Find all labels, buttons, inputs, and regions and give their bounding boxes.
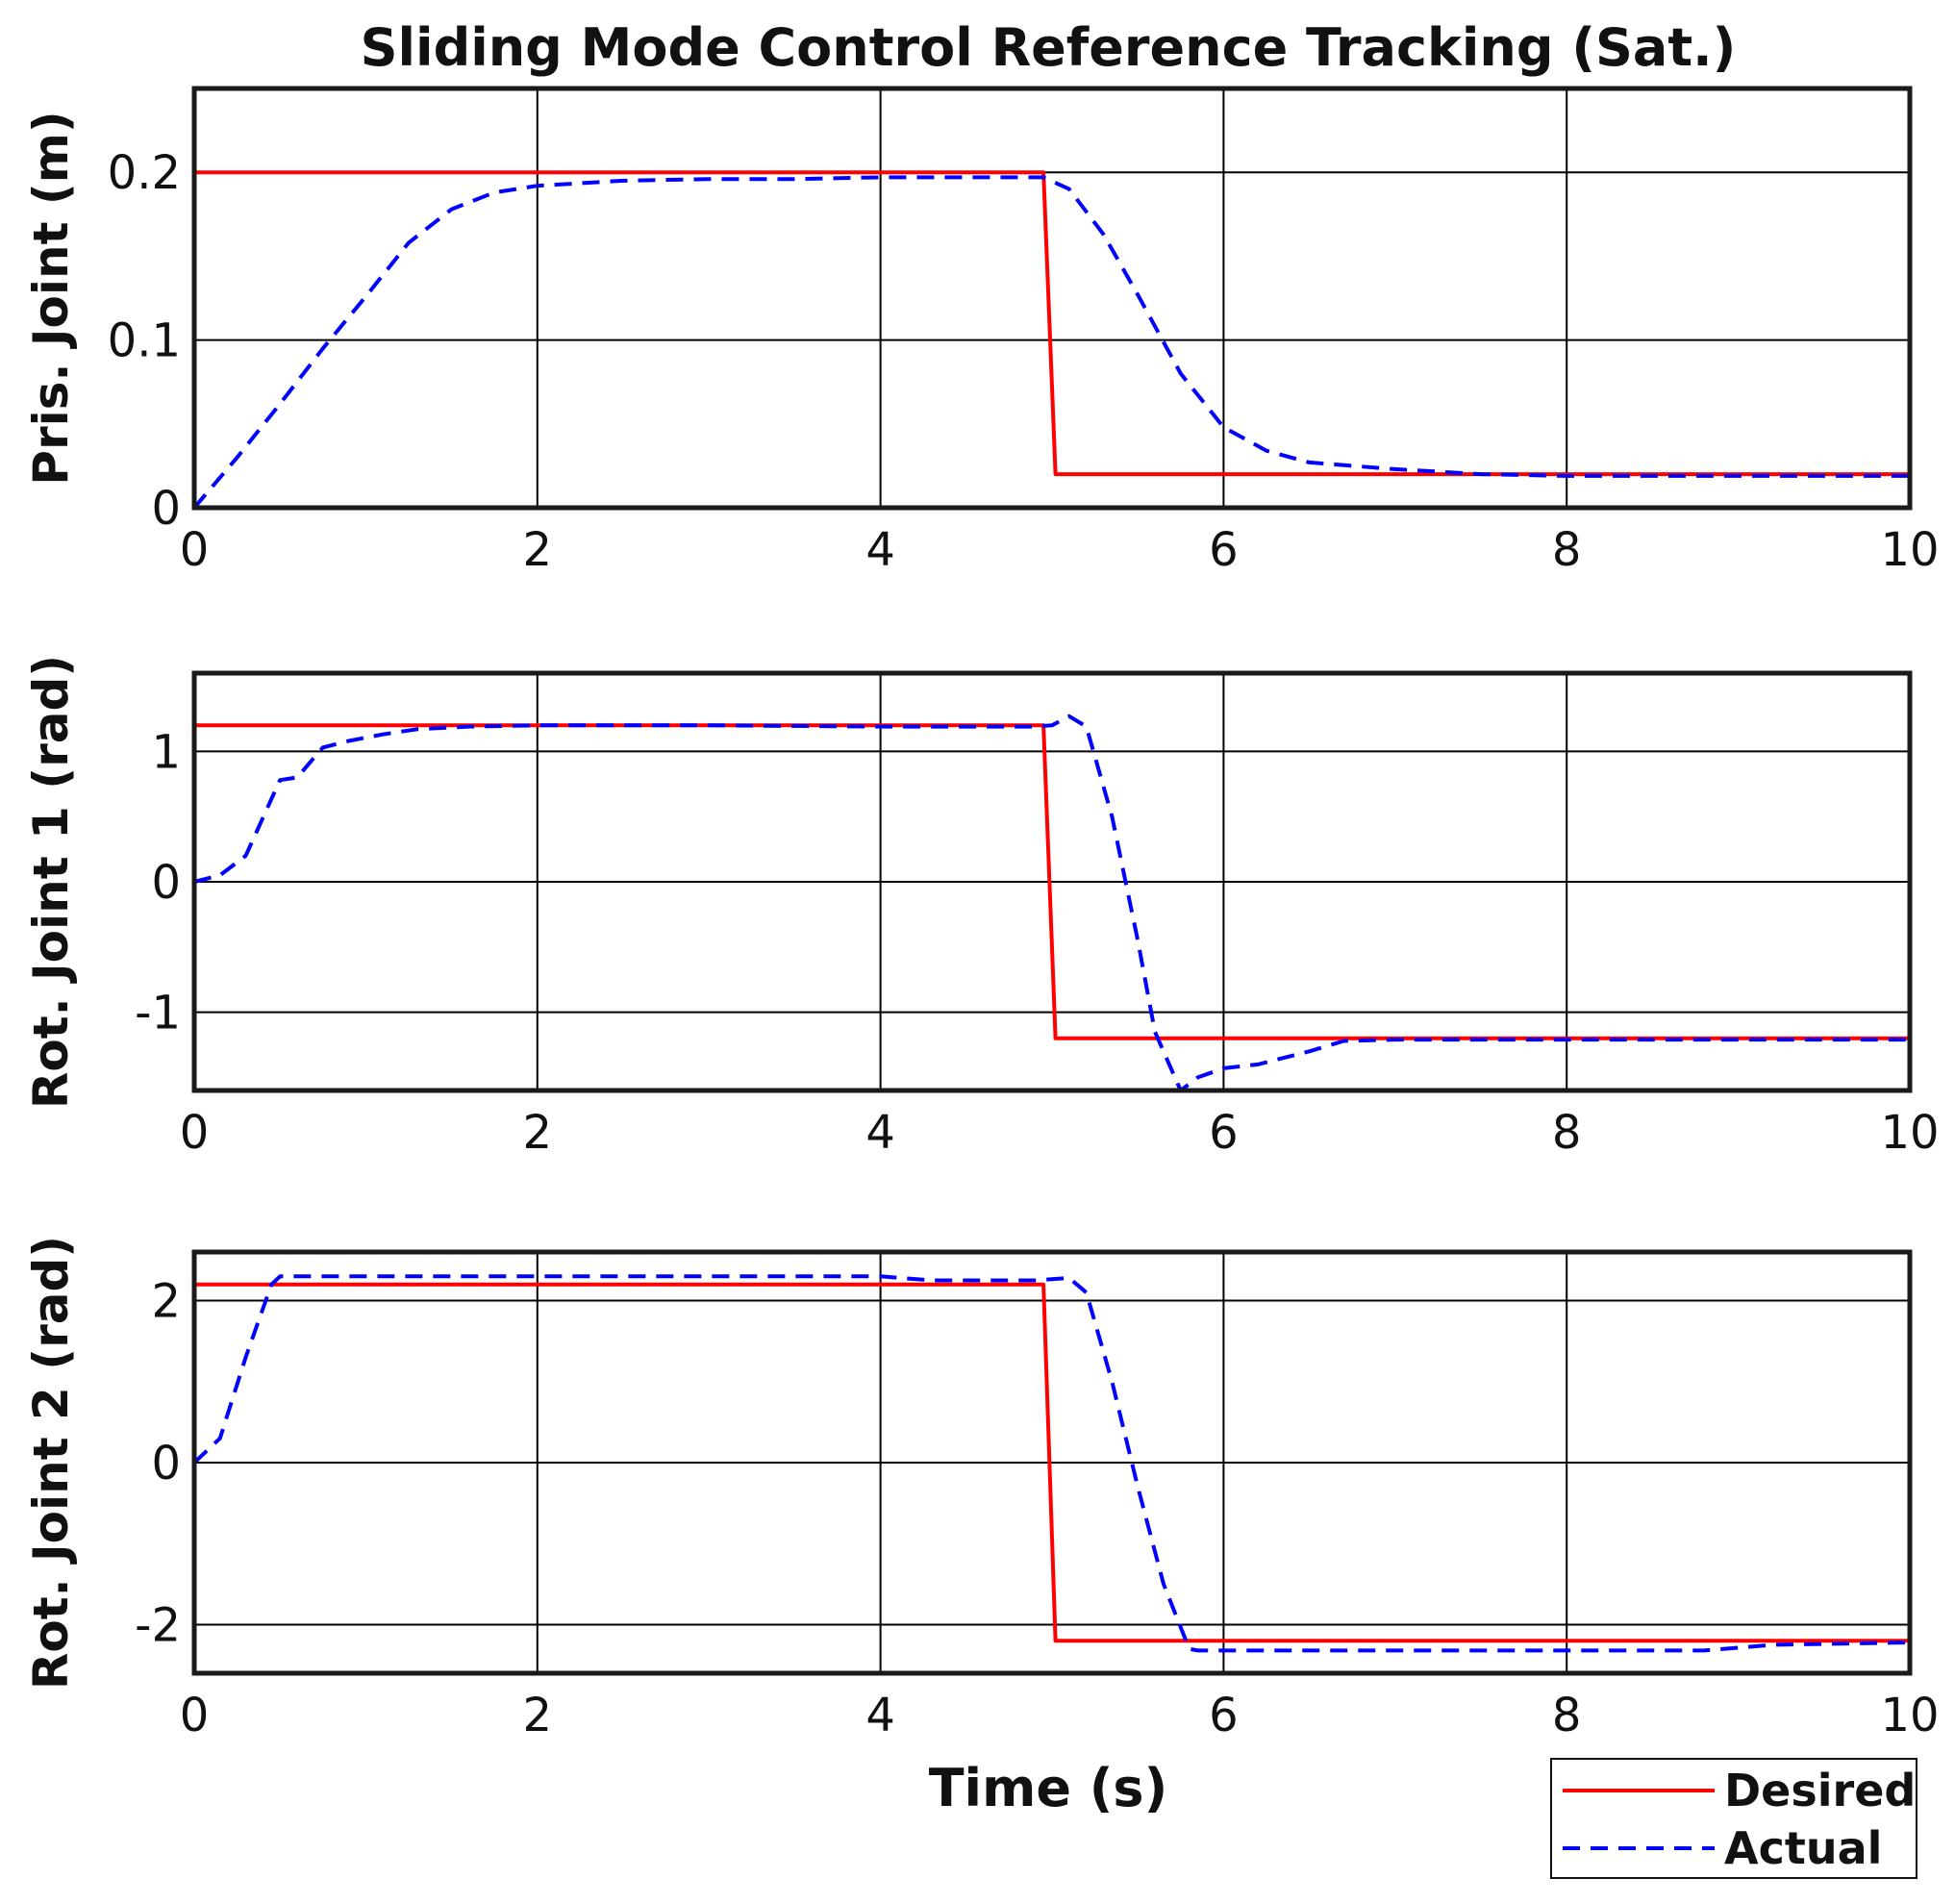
x-tick-label: 4 [865, 523, 895, 577]
axes-frame [191, 1249, 1913, 1676]
x-tick-label: 2 [523, 1689, 553, 1742]
x-tick-label: 4 [865, 1106, 895, 1160]
series-line-actual [194, 714, 1910, 1090]
legend-label-desired: Desired [1724, 1765, 1916, 1816]
y-axis-label: Pris. Joint (m) [23, 111, 79, 485]
x-tick-label: 2 [523, 1106, 553, 1160]
legend-label-actual: Actual [1724, 1822, 1882, 1874]
x-tick-label: 0 [180, 1689, 210, 1742]
series-line-actual [194, 175, 1910, 508]
legend-box [1550, 1758, 1917, 1879]
x-tick-label: 0 [180, 523, 210, 577]
y-tick-label: 0.2 [108, 146, 181, 200]
subplot-2: 0 2 4 6 8 10 -1 0 1 Rot. Joint 1 (rad) [23, 655, 1940, 1160]
y-tick-label: 1 [151, 725, 181, 779]
y-tick-label: 0 [151, 482, 181, 536]
x-tick-label: 6 [1209, 523, 1239, 577]
y-tick-label: -2 [135, 1598, 181, 1652]
subplot-1: 0 2 4 6 8 10 0 0.1 0.2 Pris. Joint (m) [23, 86, 1940, 577]
y-tick-label: 0 [151, 856, 181, 910]
x-tick-label: 4 [865, 1689, 895, 1742]
y-axis-label: Rot. Joint 2 (rad) [23, 1236, 79, 1690]
y-tick-label: 0 [151, 1437, 181, 1491]
subplot-3: 0 2 4 6 8 10 -2 0 2 Rot. Joint 2 (rad) [23, 1236, 1940, 1742]
axes-frame [191, 86, 1913, 511]
x-tick-label: 10 [1880, 1689, 1939, 1742]
x-tick-label: 6 [1209, 1689, 1239, 1742]
y-axis-label: Rot. Joint 1 (rad) [23, 655, 79, 1109]
x-axis-label: Time (s) [929, 1758, 1168, 1818]
legend: Desired Actual [1550, 1758, 1917, 1879]
axes-frame [191, 670, 1913, 1093]
plot-area [194, 88, 1910, 508]
x-tick-label: 8 [1552, 1689, 1582, 1742]
chart-title: Sliding Mode Control Reference Tracking … [361, 17, 1737, 78]
x-tick-label: 2 [523, 523, 553, 577]
y-tick-label: -1 [135, 987, 181, 1040]
x-tick-label: 6 [1209, 1106, 1239, 1160]
series-group [194, 714, 1910, 1090]
series-line-actual [194, 1274, 1910, 1653]
x-tick-label: 0 [180, 1106, 210, 1160]
series-group [194, 170, 1910, 508]
series-line-desired [194, 1282, 1910, 1643]
x-tick-label: 8 [1552, 1106, 1582, 1160]
x-tick-label: 10 [1880, 523, 1939, 577]
x-tick-label: 10 [1880, 1106, 1939, 1160]
x-tick-label: 8 [1552, 523, 1582, 577]
series-group [194, 1274, 1910, 1653]
y-tick-label: 2 [151, 1275, 181, 1329]
y-tick-label: 0.1 [108, 314, 181, 368]
